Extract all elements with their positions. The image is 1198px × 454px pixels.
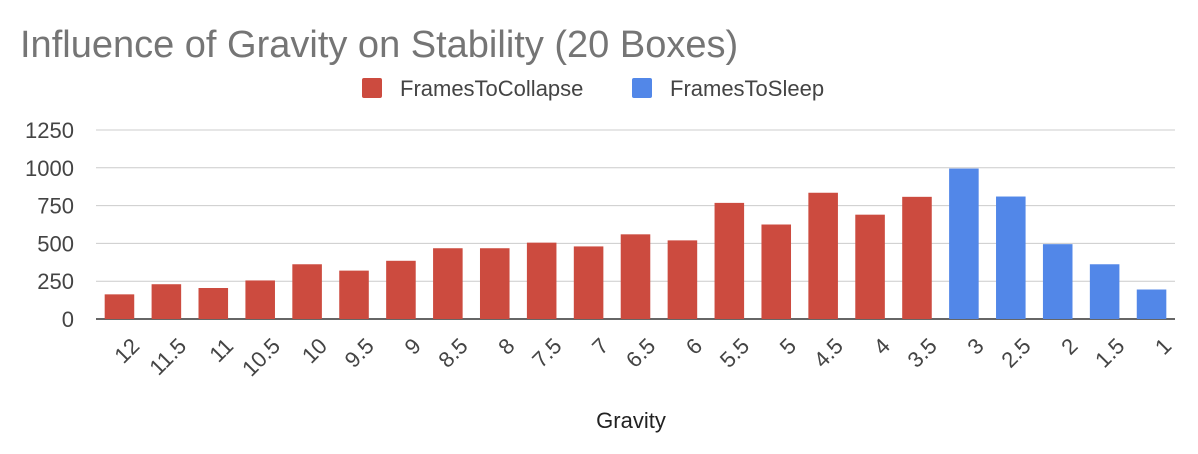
x-tick-label: 2: [1056, 333, 1082, 359]
bar-framestocollapse-4: [855, 214, 885, 319]
y-tick-label: 500: [37, 231, 74, 256]
bar-framestocollapse-6.5: [620, 234, 651, 319]
bar-framestocollapse-11: [198, 288, 229, 319]
bar-framestocollapse-10.5: [245, 280, 275, 319]
legend-label-frames-to-collapse: FramesToCollapse: [400, 76, 583, 101]
chart-title: Influence of Gravity on Stability (20 Bo…: [20, 24, 738, 66]
bar-framestocollapse-6: [667, 240, 698, 319]
legend-swatch-frames-to-collapse: [362, 78, 382, 98]
bar-framestosleep-2.5: [996, 196, 1026, 319]
bar-framestocollapse-3.5: [902, 196, 932, 319]
bar-framestocollapse-5: [761, 224, 792, 319]
y-tick-label: 750: [37, 194, 74, 219]
x-tick-label: 7.5: [527, 333, 566, 372]
x-tick-label: 7: [587, 333, 613, 359]
bar-framestosleep-2: [1042, 244, 1073, 319]
bar-framestocollapse-8.5: [433, 248, 463, 319]
x-tick-label: 5: [775, 333, 801, 359]
x-tick-label: 5.5: [715, 333, 754, 372]
x-tick-label: 9: [399, 333, 425, 359]
bar-framestosleep-1.5: [1089, 264, 1120, 319]
x-tick-label: 6.5: [621, 333, 660, 372]
legend-label-frames-to-sleep: FramesToSleep: [670, 76, 824, 101]
bar-framestocollapse-5.5: [714, 202, 745, 319]
bar-framestocollapse-9.5: [339, 270, 369, 319]
x-tick-label: 3.5: [903, 333, 942, 372]
x-tick-label: 11.5: [144, 333, 191, 380]
bar-framestocollapse-11.5: [151, 284, 182, 319]
bar-framestocollapse-10: [292, 264, 322, 319]
y-tick-label: 1000: [25, 156, 74, 181]
bar-framestocollapse-12: [104, 294, 135, 319]
x-tick-label: 8: [493, 333, 519, 359]
bar-framestocollapse-7: [573, 246, 604, 319]
bar-framestosleep-3: [949, 168, 979, 319]
x-tick-label: 11: [204, 333, 238, 367]
x-tick-label: 10: [297, 333, 332, 368]
bars: [104, 168, 1167, 319]
x-tick-label: 8.5: [433, 333, 472, 372]
x-tick-label: 10.5: [237, 333, 285, 381]
y-axis-ticks: 0 250 500 750 1000 1250: [25, 118, 74, 332]
x-axis-label: Gravity: [596, 408, 666, 433]
x-tick-label: 1.5: [1090, 333, 1129, 372]
x-tick-label: 1: [1150, 333, 1176, 359]
y-tick-label: 250: [37, 269, 74, 294]
bar-framestocollapse-7.5: [526, 242, 557, 319]
bar-framestocollapse-9: [386, 260, 416, 319]
x-tick-label: 3: [962, 333, 988, 359]
x-tick-label: 9.5: [340, 333, 379, 372]
x-tick-label: 2.5: [996, 333, 1035, 372]
legend: FramesToCollapse FramesToSleep: [362, 76, 824, 101]
bar-framestosleep-1: [1136, 289, 1167, 319]
x-tick-label: 4.5: [809, 333, 848, 372]
y-tick-label: 0: [62, 307, 74, 332]
x-tick-label: 6: [681, 333, 707, 359]
bar-framestocollapse-8: [479, 248, 510, 319]
x-tick-label: 12: [109, 333, 144, 368]
legend-swatch-frames-to-sleep: [632, 78, 652, 98]
x-tick-label: 4: [869, 333, 895, 359]
bar-framestocollapse-4.5: [808, 192, 838, 319]
y-tick-label: 1250: [25, 118, 74, 143]
